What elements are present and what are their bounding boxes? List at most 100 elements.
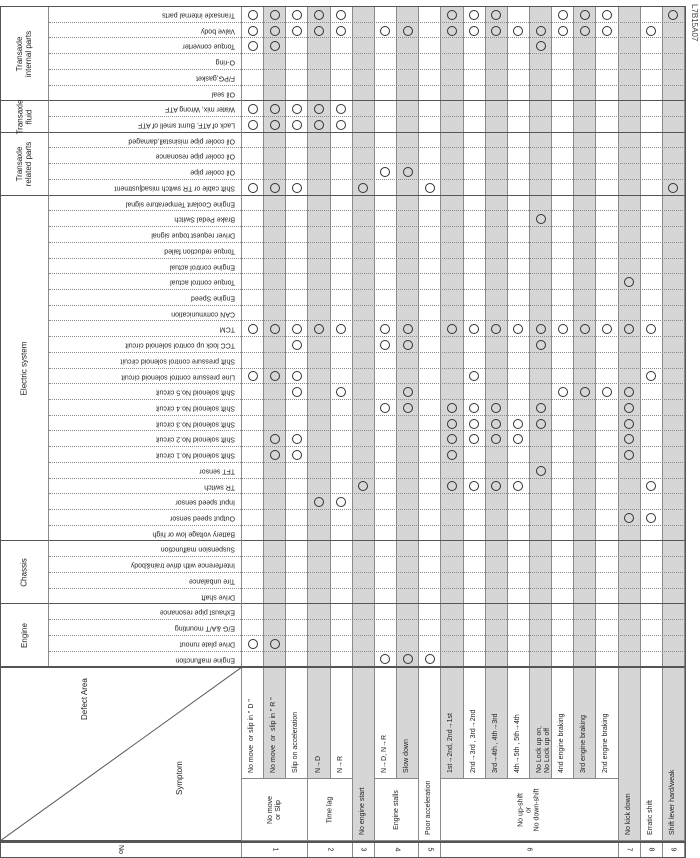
symptom-label: Poor acceleration (425, 780, 433, 835)
mark-circle (336, 9, 347, 20)
mark-circle (291, 339, 302, 350)
mark-circle (535, 339, 546, 350)
defect-item-label: Shift solenoid No.4 circuit (49, 400, 242, 416)
column-shade (264, 7, 287, 857)
defect-item-label: Engine Speed (49, 289, 242, 306)
defect-row: F/PG,gasket (49, 69, 685, 86)
header-corner (0, 667, 242, 841)
symptom-number-cell: 4 (374, 841, 420, 857)
mark-circle (491, 324, 502, 335)
defect-item-text: F/PG,gasket (196, 74, 235, 82)
symptom-number: 7 (625, 847, 633, 851)
defect-item-label: Shift solenoid No.5 circuit (49, 384, 242, 400)
defect-item-text: Engine control actual (169, 262, 235, 270)
symptom-label: 3rd→4th , 4th→3rd (491, 713, 499, 773)
defect-row: Transaxle internal parts (49, 7, 685, 23)
defect-group-1: Transaxle fluid (0, 99, 49, 134)
mark-circle (358, 182, 369, 193)
mark-circle (314, 497, 325, 508)
mark-circle (579, 9, 590, 20)
mark-circle (513, 481, 524, 492)
defect-item-text: TCC lock up control solenoid circuit (125, 341, 235, 349)
mark-circle (646, 25, 657, 36)
mark-circle (601, 324, 612, 335)
defect-item-text: E/G &A/T mounting (174, 624, 235, 632)
defect-row: Engine Speed (49, 289, 685, 306)
symptom-label: No engine start (358, 787, 366, 835)
mark-circle (668, 9, 679, 20)
symptom-cell: N→R (330, 667, 353, 779)
defect-row: Shift solenoid No.1 circuit (49, 447, 685, 463)
defect-row: Engine Coolant Temperature signal (49, 195, 685, 212)
mark-circle (269, 638, 280, 649)
symptom-number-cell: 8 (640, 841, 663, 857)
mark-circle (291, 182, 302, 193)
mark-circle (535, 418, 546, 429)
mark-circle (469, 371, 480, 382)
mark-circle (247, 41, 258, 52)
mark-circle (579, 324, 590, 335)
defect-item-text: Engine malfunction (175, 655, 235, 663)
defect-row: Output speed sensor (49, 510, 685, 526)
defect-row: Interference with drive train&body (49, 557, 685, 573)
symptom-label: 4th→5th , 5th→4th (513, 714, 521, 773)
column-shade (308, 7, 331, 857)
column-line (440, 7, 442, 857)
defect-item-text: Tire unbalance (188, 577, 235, 585)
defect-group-label: Transaxle internal parts (15, 30, 33, 77)
symptom-cell: Slip on acceleration (286, 667, 309, 779)
defect-item-label: O-ring (49, 54, 242, 70)
defect-group-label: Transaxle related parts (15, 141, 33, 186)
mark-circle (446, 450, 457, 461)
defect-item-label: Shift solenoid No.2 circuit (49, 431, 242, 448)
column-shade (352, 7, 375, 857)
defect-item-text: Shift solenoid No.4 circuit (156, 404, 235, 412)
symptom-cell: Poor acceleration (419, 667, 442, 841)
defect-item-label: Suspension malfunction (49, 541, 242, 558)
mark-circle (314, 25, 325, 36)
defect-row: Brake Pedal Switch (49, 211, 685, 228)
symptom-label: Slow down (403, 739, 411, 773)
mark-circle (380, 167, 391, 178)
defect-item-text: Oil cooler pipe misinstall,damaged (128, 137, 235, 145)
symptom-cell: N→D, N→R (374, 667, 398, 779)
mark-circle (336, 104, 347, 115)
column-line (684, 7, 685, 857)
column-line (595, 7, 597, 857)
mark-circle (491, 25, 502, 36)
mark-circle (424, 654, 435, 665)
mark-circle (469, 481, 480, 492)
defect-row: Oil cooler pipe (49, 164, 685, 180)
mark-circle (668, 182, 679, 193)
mark-circle (314, 104, 325, 115)
symptom-label: Erratic shift (646, 799, 654, 835)
diagonal-divider (0, 667, 242, 841)
defect-row: Exhaust pipe resonance (49, 604, 685, 621)
symptom-cell: 4nd engine braking (552, 667, 575, 779)
defect-item-text: Interference with drive train&body (130, 561, 235, 569)
mark-circle (624, 402, 635, 413)
mark-circle (247, 119, 258, 130)
defect-row: Shift cable or TR switch misadjustment (49, 179, 685, 196)
defect-item-label: Drive shaft (49, 588, 242, 605)
mark-circle (402, 25, 413, 36)
defect-item-text: Battery voltage low or high (152, 530, 236, 538)
figure-id: L7B15A07 (690, 4, 699, 42)
defect-row: Oil seal (49, 85, 685, 102)
symptom-label: 1st→2nd, 2nd→1st (447, 713, 455, 773)
defect-group-label: Engine (19, 622, 29, 648)
symptom-cell: 3rd engine braking (574, 667, 597, 779)
mark-circle (291, 324, 302, 335)
defect-row: O-ring (49, 54, 685, 70)
defect-item-text: Drive shaft (201, 592, 235, 600)
symptom-group-cell: No up-shift or No down-shift (441, 779, 619, 841)
defect-item-label: Output speed sensor (49, 510, 242, 526)
defect-row: Shift solenoid No.4 circuit (49, 400, 685, 416)
symptom-group-label: Time lag (326, 796, 334, 823)
symptom-number-cell: 2 (308, 841, 353, 857)
mark-circle (402, 654, 413, 665)
defect-item-label: Brake Pedal Switch (49, 211, 242, 228)
symptom-label: No Lock up on, No Lock up off (536, 725, 551, 773)
defect-row: Driver request toque signal (49, 227, 685, 243)
mark-circle (446, 9, 457, 20)
